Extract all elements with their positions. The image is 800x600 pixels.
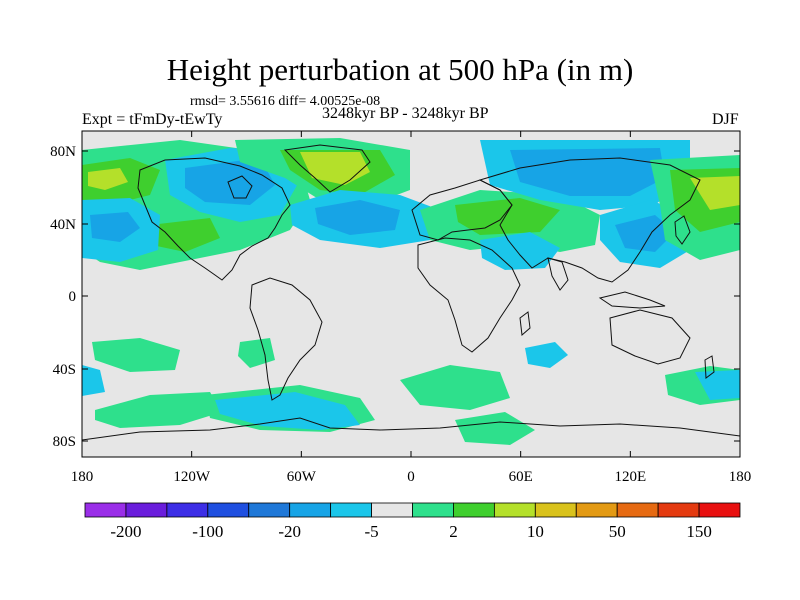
colorbar-swatch — [207, 502, 250, 518]
lat-tick-label: 0 — [69, 289, 77, 305]
lat-tick-label: 40S — [53, 362, 76, 378]
contour-green-south-atlantic — [400, 365, 510, 410]
colorbar-label: -100 — [192, 522, 223, 541]
lon-tick-label: 180 — [71, 469, 94, 485]
coast-australia — [609, 309, 691, 365]
coast-south-america — [249, 277, 323, 401]
contour-blue-mid-north-pacific — [90, 212, 140, 242]
lon-tick-label: 180 — [729, 469, 752, 485]
colorbar-swatch — [534, 502, 577, 518]
contour-yellow-greenland — [300, 152, 370, 185]
chart-title: Height perturbation at 500 hPa (in m) — [166, 52, 634, 87]
coast-indonesia — [598, 291, 666, 309]
colorbar-label: -5 — [364, 522, 378, 541]
lon-tick-label: 120E — [614, 469, 646, 485]
colorbar-swatch — [289, 502, 332, 518]
colorbar-swatch — [371, 502, 413, 518]
coast-africa — [417, 237, 521, 353]
lon-tick-label: 0 — [407, 469, 415, 485]
colorbar: -200 -100 -20 -5 2 10 50 150 — [84, 502, 741, 541]
coast-greenland — [283, 144, 371, 193]
contour-blue-mid-atlantic — [315, 200, 400, 235]
coast-india — [547, 257, 569, 291]
contour-blue-south-africa — [525, 342, 568, 368]
colorbar-swatch — [575, 502, 618, 518]
coast-antarctica — [82, 417, 740, 441]
contour-yellow-ne-pacific — [690, 176, 740, 210]
experiment-label: Expt = tFmDy-tEwTy — [82, 111, 223, 128]
contour-green-southern-ocean-west — [95, 392, 222, 428]
field-contours-south — [82, 338, 740, 445]
lat-tick-label: 80S — [53, 434, 76, 450]
colorbar-label: -200 — [110, 522, 141, 541]
contour-green-south-pacific — [92, 338, 180, 372]
colorbar-swatch — [698, 502, 741, 518]
colorbar-swatch — [616, 502, 659, 518]
coast-new-zealand — [704, 355, 715, 379]
contour-yellow-north-pacific — [88, 168, 128, 190]
coast-asia — [478, 157, 701, 283]
colorbar-swatch — [84, 502, 127, 518]
colorbar-label: -20 — [278, 522, 301, 541]
colorbar-swatch — [453, 502, 495, 518]
map-panel — [82, 131, 740, 457]
colorbar-swatch — [412, 502, 454, 518]
lon-tick-label: 60E — [509, 469, 533, 485]
contour-blue-southern-ocean — [215, 392, 360, 430]
contour-blue-mid-asia — [510, 148, 665, 196]
colorbar-swatch — [248, 502, 291, 518]
colorbar-swatch — [125, 502, 168, 518]
lat-tick-label: 40N — [50, 217, 76, 233]
contour-blue-south-west — [82, 365, 105, 396]
lon-tick-label: 60W — [287, 469, 317, 485]
colorbar-label: 10 — [527, 522, 544, 541]
colorbar-label: 50 — [609, 522, 626, 541]
contour-blue-south-asia — [480, 232, 560, 270]
colorbar-swatch — [657, 502, 700, 518]
coast-hudson-bay — [227, 175, 253, 199]
lat-tick-label: 80N — [50, 144, 76, 160]
colorbar-label: 2 — [449, 522, 458, 541]
axis-ticks: 180 120W 60W 0 60E 120E 180 80N 40N 0 40S 80S — [50, 131, 751, 485]
season-label: DJF — [712, 111, 739, 128]
colorbar-swatch — [166, 502, 209, 518]
lon-tick-label: 120W — [173, 469, 211, 485]
colorbar-swatch — [330, 502, 372, 518]
coastlines — [82, 144, 740, 441]
contour-green-south-indian — [455, 412, 535, 445]
coast-madagascar — [519, 311, 531, 337]
coast-north-america — [137, 157, 291, 281]
contour-bright-green-europe — [455, 198, 560, 235]
period-label: 3248kyr BP - 3248kyr BP — [322, 105, 489, 122]
contour-bright-green-pacific-south — [150, 218, 220, 252]
colorbar-swatch — [493, 502, 536, 518]
colorbar-label: 150 — [686, 522, 712, 541]
coast-japan — [674, 215, 691, 245]
stats-text: rmsd= 3.55616 diff= 4.00525e-08 — [190, 94, 381, 109]
